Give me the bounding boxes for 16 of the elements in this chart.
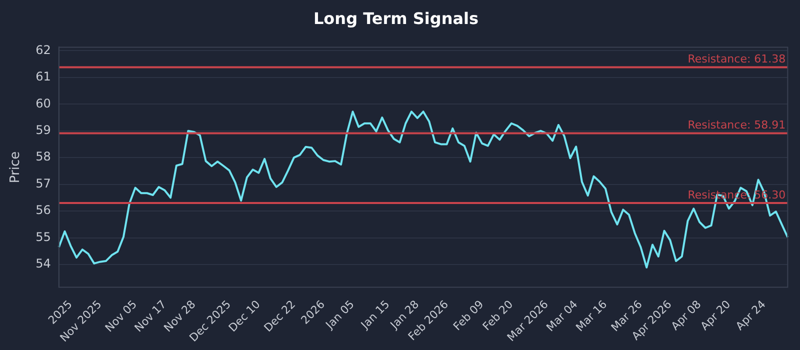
y-tick-label: 55: [36, 230, 51, 244]
y-tick-label: 60: [36, 96, 51, 110]
x-tick-label: Dec 22: [261, 298, 298, 334]
y-tick-label: 59: [36, 122, 51, 137]
y-tick-label: 61: [36, 70, 51, 84]
y-tick-label: 62: [36, 42, 51, 57]
y-axis-title: Price: [8, 151, 24, 184]
ref-line-label: Resistance: 61.38: [688, 52, 786, 66]
y-tick-label: 57: [36, 176, 51, 190]
y-tick-label: 58: [36, 150, 51, 164]
ref-line-label: Resistance: 58.91: [688, 118, 786, 132]
x-tick-label: Jan 05: [322, 298, 357, 332]
y-tick-label: 56: [36, 203, 51, 218]
chart-title: Long Term Signals: [313, 8, 479, 28]
y-tick-label: 54: [36, 256, 51, 271]
x-tick-label: Apr 24: [733, 298, 768, 333]
